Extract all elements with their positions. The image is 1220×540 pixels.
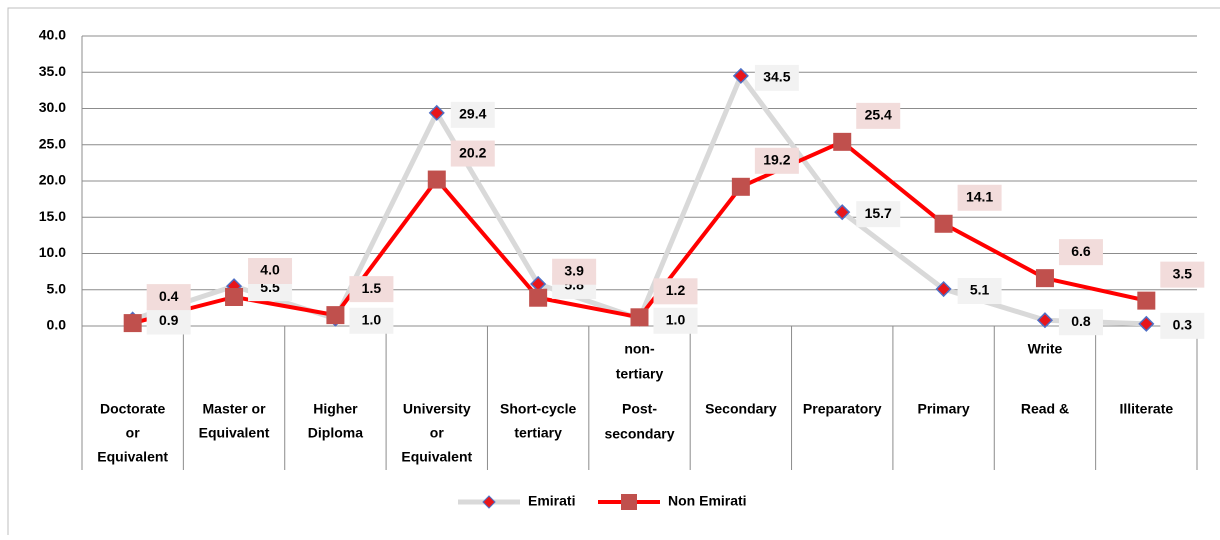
y-tick-label: 20.0 xyxy=(39,172,66,188)
x-tick-label: Post- xyxy=(622,401,657,417)
x-tick-label: or xyxy=(430,425,445,441)
marker xyxy=(833,132,852,151)
data-label: 29.4 xyxy=(459,106,486,122)
data-label: 3.9 xyxy=(564,262,584,278)
x-tick-label: tertiary xyxy=(514,425,562,441)
data-label-box xyxy=(754,147,799,174)
data-label: 34.5 xyxy=(763,69,790,85)
data-label-box xyxy=(957,278,1002,305)
marker xyxy=(123,314,142,333)
marker xyxy=(630,308,649,327)
marker xyxy=(529,288,548,307)
data-label: 20.2 xyxy=(459,144,486,160)
data-label: 6.6 xyxy=(1071,243,1091,259)
marker xyxy=(934,214,953,233)
data-label-box xyxy=(552,258,597,285)
marker xyxy=(732,67,749,84)
y-tick-label: 0.0 xyxy=(47,317,67,333)
x-tick-label: Master or xyxy=(203,401,267,417)
x-tick-label: Short-cycle xyxy=(500,401,576,417)
x-tick-label: Equivalent xyxy=(199,425,270,441)
data-label: 1.5 xyxy=(362,280,382,296)
x-tick-label: Equivalent xyxy=(97,449,168,465)
data-label: 14.1 xyxy=(966,188,993,204)
data-label-box xyxy=(349,307,394,334)
data-label-box xyxy=(1160,261,1205,288)
x-tick-label: Equivalent xyxy=(401,449,472,465)
x-tick-label: Illiterate xyxy=(1119,401,1173,417)
data-label: 3.5 xyxy=(1173,265,1193,281)
data-label-box xyxy=(653,307,698,334)
data-label-box xyxy=(248,258,293,284)
y-tick-label: 30.0 xyxy=(39,99,66,115)
x-tick-label: tertiary xyxy=(616,366,664,382)
marker xyxy=(1036,312,1054,329)
data-label-box xyxy=(1160,312,1205,339)
marker xyxy=(225,288,244,306)
x-tick-label: University xyxy=(403,401,471,417)
x-tick-label: Read & xyxy=(1021,401,1069,417)
marker xyxy=(935,280,952,298)
chart-frame xyxy=(7,7,1220,540)
data-label-box xyxy=(957,184,1002,211)
x-tick-label: Primary xyxy=(918,401,970,417)
data-label: 1.2 xyxy=(666,282,686,298)
legend-label: Emirati xyxy=(528,493,575,509)
data-label-box xyxy=(450,140,495,167)
x-tick-label: Doctorate xyxy=(100,401,166,417)
y-tick-label: 35.0 xyxy=(39,63,66,79)
x-tick-label: Diploma xyxy=(308,425,363,441)
x-tick-label: secondary xyxy=(604,426,674,442)
data-label: 0.9 xyxy=(159,312,179,328)
data-label-box xyxy=(754,64,799,91)
data-label: 15.7 xyxy=(865,205,892,221)
marker xyxy=(427,170,446,189)
x-tick-label: Preparatory xyxy=(803,401,882,417)
legend-marker xyxy=(482,495,496,509)
data-label-box xyxy=(653,278,698,305)
marker xyxy=(1137,291,1156,310)
x-tick-label: or xyxy=(126,425,141,441)
data-label: 5.1 xyxy=(970,282,990,298)
x-tick-label: Secondary xyxy=(705,401,777,417)
data-label: 25.4 xyxy=(865,107,892,123)
y-tick-label: 10.0 xyxy=(39,244,66,260)
data-label: 0.4 xyxy=(159,288,179,304)
data-label: 1.0 xyxy=(362,311,382,327)
marker xyxy=(731,177,750,196)
data-label-box xyxy=(146,284,191,311)
marker xyxy=(834,204,851,221)
data-label-box xyxy=(856,102,901,129)
data-label: 1.0 xyxy=(666,311,686,327)
x-tick-label: non- xyxy=(624,341,655,357)
y-tick-label: 5.0 xyxy=(47,280,67,296)
x-tick-label: Higher xyxy=(313,401,358,417)
data-label: 19.2 xyxy=(763,152,790,168)
legend-marker xyxy=(621,494,637,510)
data-label-box xyxy=(1058,239,1103,266)
data-label: 0.8 xyxy=(1071,313,1091,329)
data-label: 4.0 xyxy=(260,262,280,278)
marker xyxy=(1138,315,1155,332)
data-label-box xyxy=(856,201,901,228)
data-label: 0.3 xyxy=(1173,317,1193,333)
marker xyxy=(428,104,445,121)
data-label-box xyxy=(450,101,495,128)
y-tick-label: 25.0 xyxy=(39,135,66,151)
y-tick-label: 40.0 xyxy=(39,27,66,43)
marker xyxy=(326,306,345,325)
y-tick-label: 15.0 xyxy=(39,208,66,224)
legend-label: Non Emirati xyxy=(668,493,747,509)
marker xyxy=(1035,269,1054,288)
x-tick-label: Write xyxy=(1028,341,1063,357)
data-label-box xyxy=(146,308,191,335)
data-label-box xyxy=(349,276,394,303)
data-label-box xyxy=(1058,309,1103,336)
